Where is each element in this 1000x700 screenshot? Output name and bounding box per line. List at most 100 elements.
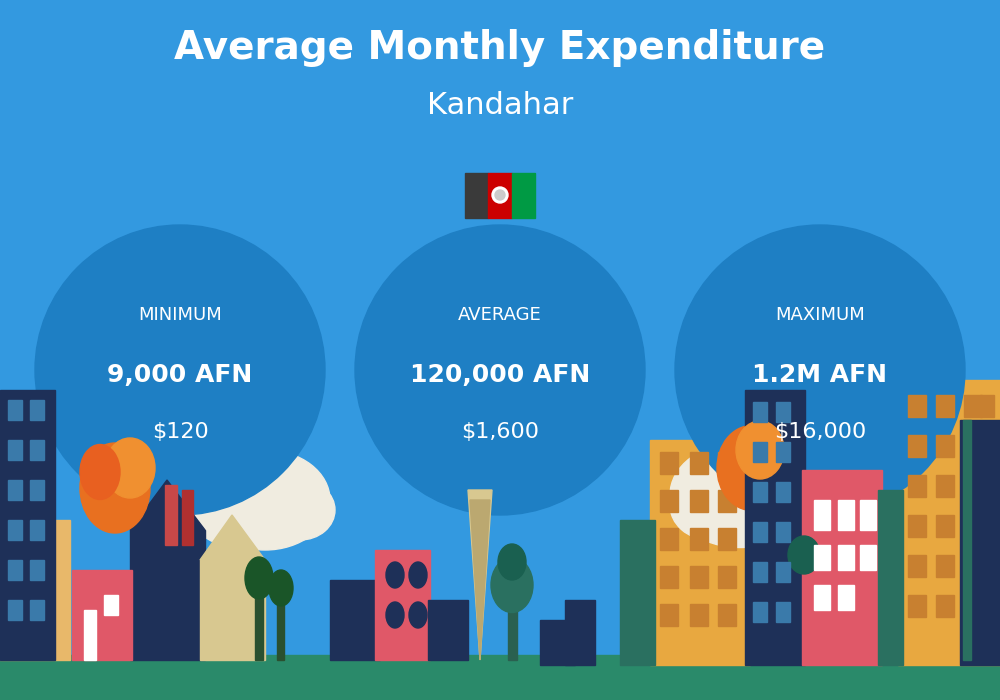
- Bar: [908, 555, 926, 577]
- Bar: [753, 402, 767, 422]
- Bar: [814, 500, 830, 530]
- Bar: [838, 500, 854, 530]
- Bar: [660, 604, 678, 626]
- Circle shape: [35, 225, 325, 515]
- Ellipse shape: [269, 570, 293, 606]
- Bar: [34, 588, 52, 606]
- Bar: [200, 560, 265, 660]
- Bar: [963, 420, 971, 660]
- Bar: [130, 530, 205, 660]
- Ellipse shape: [670, 470, 750, 540]
- Ellipse shape: [409, 562, 427, 588]
- Bar: [980, 395, 994, 417]
- Bar: [964, 395, 982, 417]
- Ellipse shape: [80, 443, 150, 533]
- Bar: [980, 595, 994, 617]
- Bar: [718, 604, 736, 626]
- Ellipse shape: [265, 480, 335, 540]
- Bar: [776, 442, 790, 462]
- Bar: [718, 490, 736, 512]
- Bar: [428, 600, 468, 660]
- Circle shape: [675, 225, 965, 515]
- Bar: [718, 566, 736, 588]
- Bar: [8, 400, 22, 420]
- Bar: [936, 515, 954, 537]
- Bar: [838, 545, 854, 570]
- Ellipse shape: [491, 557, 533, 612]
- Bar: [800, 590, 809, 660]
- Bar: [8, 618, 26, 636]
- Bar: [660, 452, 678, 474]
- Bar: [565, 600, 595, 665]
- Bar: [30, 560, 44, 580]
- Bar: [30, 440, 44, 460]
- Bar: [776, 562, 790, 582]
- Text: Average Monthly Expenditure: Average Monthly Expenditure: [174, 29, 826, 67]
- Bar: [540, 620, 575, 665]
- Bar: [908, 435, 926, 457]
- Polygon shape: [200, 515, 265, 560]
- Bar: [30, 480, 44, 500]
- Bar: [8, 528, 26, 546]
- Bar: [690, 566, 708, 588]
- Bar: [72, 570, 132, 660]
- Bar: [860, 500, 876, 530]
- Bar: [964, 595, 982, 617]
- Bar: [182, 490, 193, 545]
- Bar: [776, 402, 790, 422]
- Bar: [964, 435, 982, 457]
- Bar: [860, 545, 876, 570]
- Text: Kandahar: Kandahar: [427, 90, 573, 120]
- Bar: [660, 490, 678, 512]
- Bar: [8, 600, 22, 620]
- Bar: [8, 520, 22, 540]
- Bar: [0, 390, 55, 660]
- Bar: [34, 618, 52, 636]
- Bar: [964, 515, 982, 537]
- Bar: [375, 550, 430, 660]
- Bar: [30, 600, 44, 620]
- Bar: [980, 435, 994, 457]
- Ellipse shape: [105, 438, 155, 498]
- Polygon shape: [130, 480, 205, 530]
- Text: $1,600: $1,600: [461, 422, 539, 442]
- Bar: [908, 475, 926, 497]
- Bar: [838, 585, 854, 610]
- Bar: [753, 442, 767, 462]
- Circle shape: [355, 225, 645, 515]
- Bar: [776, 602, 790, 622]
- Bar: [753, 522, 767, 542]
- Bar: [0, 655, 1000, 700]
- Bar: [690, 490, 708, 512]
- Bar: [0, 520, 70, 660]
- Polygon shape: [470, 500, 490, 660]
- Text: 9,000 AFN: 9,000 AFN: [107, 363, 253, 387]
- Bar: [165, 485, 177, 545]
- Bar: [980, 515, 994, 537]
- Bar: [753, 562, 767, 582]
- Bar: [718, 452, 736, 474]
- Ellipse shape: [409, 602, 427, 628]
- Bar: [814, 585, 830, 610]
- Bar: [512, 172, 535, 218]
- Bar: [776, 522, 790, 542]
- Text: 1.2M AFN: 1.2M AFN: [753, 363, 888, 387]
- Bar: [776, 482, 790, 502]
- Ellipse shape: [779, 545, 829, 605]
- Ellipse shape: [788, 536, 820, 574]
- Bar: [898, 380, 1000, 665]
- Ellipse shape: [190, 475, 270, 545]
- Text: MINIMUM: MINIMUM: [138, 306, 222, 324]
- Bar: [330, 580, 380, 660]
- Bar: [936, 595, 954, 617]
- Bar: [964, 475, 982, 497]
- Ellipse shape: [735, 473, 815, 541]
- Bar: [488, 172, 512, 218]
- Ellipse shape: [386, 602, 404, 628]
- Text: MAXIMUM: MAXIMUM: [775, 306, 865, 324]
- Circle shape: [495, 190, 505, 200]
- Bar: [660, 528, 678, 550]
- Bar: [34, 558, 52, 576]
- Bar: [8, 440, 22, 460]
- Bar: [104, 595, 118, 615]
